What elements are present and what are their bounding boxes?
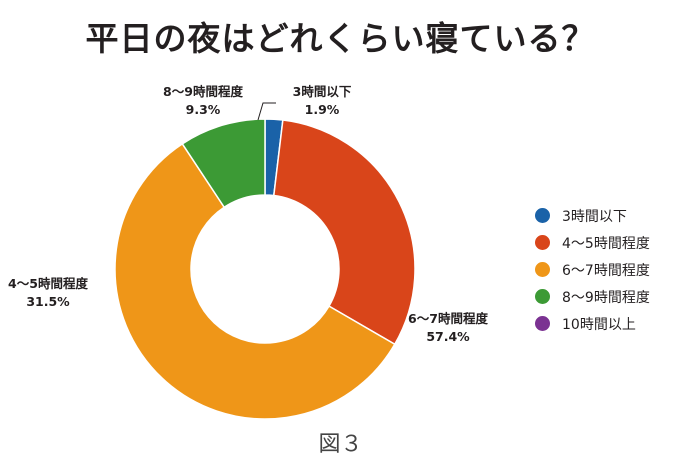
figure-caption: 図３	[318, 432, 363, 457]
legend-swatch	[535, 262, 550, 277]
legend-item: 8〜9時間程度	[535, 283, 650, 310]
leader-line	[257, 102, 276, 121]
legend-label: 6〜7時間程度	[562, 262, 650, 279]
donut-slices	[114, 118, 416, 420]
legend-swatch	[535, 316, 550, 331]
legend-swatch	[535, 208, 550, 223]
slice-2	[272, 119, 416, 346]
legend-label: 4〜5時間程度	[562, 235, 650, 252]
legend-label: 3時間以下	[562, 208, 627, 225]
legend-label: 8〜9時間程度	[562, 289, 650, 306]
legend-label: 10時間以上	[562, 316, 636, 333]
legend: 3時間以下 4〜5時間程度 6〜7時間程度 8〜9時間程度 10時間以上	[535, 202, 650, 337]
slice-4	[181, 118, 266, 209]
slice-label-4: 8〜9時間程度 9.3%	[163, 84, 243, 117]
slice-label-2: 4〜5時間程度 31.5%	[8, 276, 88, 309]
chart-title: 平日の夜はどれくらい寝ている？	[85, 19, 596, 58]
legend-item: 4〜5時間程度	[535, 229, 650, 256]
legend-item: 10時間以上	[535, 310, 650, 337]
slice-3	[114, 142, 396, 420]
slice-labels: 3時間以下 1.9% 4〜5時間程度 31.5% 6〜7時間程度 57.4% 8〜9時間程度…	[8, 84, 488, 344]
legend-item: 6〜7時間程度	[535, 256, 650, 283]
legend-item: 3時間以下	[535, 202, 650, 229]
slice-label-1: 3時間以下 1.9%	[293, 84, 352, 117]
legend-swatch	[535, 235, 550, 250]
legend-swatch	[535, 289, 550, 304]
slice-label-3: 6〜7時間程度 57.4%	[408, 311, 488, 344]
